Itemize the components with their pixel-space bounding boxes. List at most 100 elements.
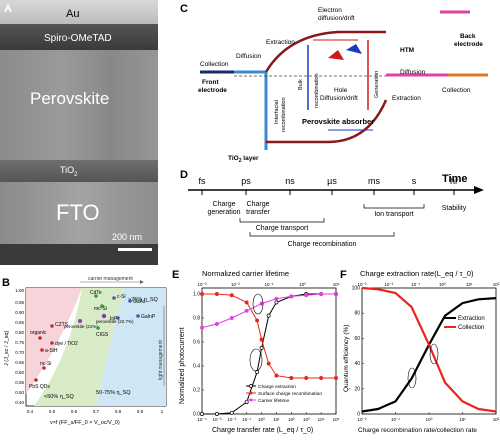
series-point-2 — [214, 322, 219, 326]
series-point-1 — [244, 300, 249, 305]
carrier-arrow-head — [140, 280, 144, 284]
panel-b-points: GaAs c-Si GaInP InP mc-Si perovskite (22… — [29, 290, 156, 390]
series-point-2 — [289, 294, 294, 299]
top-tick-label: 10⁻³ — [198, 282, 207, 287]
process-ion-transport: Ion transport — [374, 211, 413, 218]
series-point-2 — [244, 308, 249, 313]
series-point-1 — [214, 292, 219, 296]
point-label-organic: organic — [30, 330, 47, 336]
photon-icon-red — [328, 50, 344, 60]
band-diagram-panel: C Extraction Electron diffusion/drift HT… — [178, 0, 500, 165]
label-diffusion-right: Diffusion — [400, 69, 426, 76]
point-dye — [50, 341, 54, 345]
panel-b-ylabel: J (J_sc / J_sq) — [4, 330, 10, 366]
carrier-management-label: carrier management — [88, 276, 133, 282]
top-tick-label: 10⁻² — [384, 282, 393, 287]
top-tick-label: 10⁻¹ — [265, 282, 274, 287]
series-point-1 — [259, 337, 264, 342]
x-tick-label: 10⁻² — [227, 417, 236, 422]
label-absorber: Perovskite absorber — [302, 117, 374, 126]
panel-letter-e: E — [172, 269, 179, 281]
series-point-1 — [289, 376, 294, 380]
point-label-dye: dye / TiO2 — [55, 341, 78, 347]
label-collection-right: Collection — [442, 87, 471, 94]
x-tick-label: 10⁰ — [426, 417, 433, 422]
efficiency-map-panel: <50% η_SQ 50-75% η_SQ >75% η_SQ carrier … — [0, 276, 172, 436]
process-charge-transport: Charge transport — [256, 225, 309, 232]
top-tick-label: 10⁰ — [439, 282, 446, 287]
quantum-efficiency-svg: F Charge extraction rate(L_eq / τ_0) 0 20… — [340, 269, 500, 434]
point-label-mcsi: mc-Si — [94, 306, 107, 312]
process-charge-recombination: Charge recombination — [288, 241, 357, 248]
chart-e-title: Normalized carrier lifetime — [202, 269, 289, 278]
series-point-0 — [259, 346, 264, 350]
point-asih — [40, 348, 44, 352]
process-charge-generation: Charge — [213, 201, 236, 208]
x-tick-label: 10⁰ — [258, 417, 265, 422]
sem-image-panel: A Au Spiro-OMeTAD Perovskite TiO2 FTO 20… — [0, 0, 158, 265]
chart-f-title: Charge extraction rate(L_eq / τ_0) — [360, 269, 474, 278]
label-generation: Generation — [374, 71, 380, 98]
label-interfacial2: recombination — [281, 97, 287, 132]
y-tick-label: 80 — [354, 311, 360, 317]
chart-e-frame — [201, 287, 337, 415]
legend-surface-recombination: Surface charge recombination — [258, 391, 322, 397]
point-label-csi: c-Si — [117, 294, 126, 300]
label-tio2-layer: TiO2 layer — [228, 155, 259, 164]
tio2-label: TiO2 — [60, 165, 78, 178]
point-label-perov-227: perovskite (22.7%) — [96, 319, 134, 324]
series-point-2 — [304, 293, 309, 298]
tick-ps: ps — [241, 176, 251, 186]
panel-letter-f: F — [340, 269, 347, 281]
series-point-1 — [274, 373, 279, 378]
y-tick-label: 0.2 — [193, 388, 200, 394]
point-csi — [112, 296, 116, 300]
panel-letter-a: A — [4, 3, 12, 15]
region-label-mid: 50-75% η_SQ — [96, 390, 131, 396]
tick-ns: ns — [285, 176, 295, 186]
series-point-2 — [229, 316, 234, 320]
annotation-circle-top — [252, 293, 264, 315]
b-xtick: 0.5 — [49, 409, 56, 414]
point-label-perov-21: perovskite (21%) — [64, 324, 98, 329]
tick-us: µs — [327, 176, 337, 186]
annotation-circle-right — [429, 343, 439, 365]
series-point-2 — [200, 325, 204, 330]
b-ytick: 0.90 — [15, 310, 24, 315]
tick-ms: ms — [368, 176, 380, 186]
x-tick-label: 10⁻² — [358, 417, 367, 422]
chart-e-ylabel: Normalized photocurrent — [179, 327, 186, 404]
point-label-cdte: CdTe — [90, 290, 102, 296]
point-perov-227 — [101, 313, 107, 319]
top-tick-label: 10⁻³ — [358, 282, 367, 287]
x-tick-label: 10² — [493, 417, 500, 422]
label-back-electrode: Back — [460, 33, 476, 40]
scale-bar — [118, 248, 152, 251]
top-tick-label: 10¹ — [333, 282, 340, 287]
timeline-label: Time — [442, 173, 467, 185]
bracket-ion — [363, 204, 425, 209]
x-tick-label: 10¹ — [459, 417, 466, 422]
series-line-2 — [201, 293, 336, 329]
chart-e-legend: Charge extraction Surface charge recombi… — [246, 384, 322, 404]
point-label-czts: CZTS — [55, 322, 69, 328]
b-ytick: 1.00 — [15, 288, 24, 293]
x-tick-label: 10² — [288, 417, 295, 422]
perovskite-layer — [0, 50, 158, 160]
label-extraction-right: Extraction — [392, 95, 421, 102]
point-perov-21 — [78, 319, 82, 323]
x-tick-label: 10⁵ — [333, 417, 340, 422]
panel-b-xlabel: v×f (FF_s/FF_0 × V_oc/V_0) — [50, 420, 120, 426]
scale-bar-label: 200 nm — [112, 232, 143, 242]
y-tick-label: 0.8 — [193, 316, 200, 322]
label-bulk: Bulk — [298, 79, 304, 90]
y-tick-label: 1.0 — [193, 292, 200, 298]
label-back-electrode2: electrode — [454, 41, 483, 48]
point-organic — [38, 336, 42, 340]
label-interfacial: Interfacial — [274, 100, 280, 124]
au-label: Au — [66, 8, 80, 20]
y-tick-label: 0.4 — [193, 364, 200, 370]
region-label-low: <50% η_SQ — [44, 394, 75, 400]
legend-extraction: Extraction — [458, 316, 485, 322]
lifetime-chart-svg: E Normalized carrier lifetime 0.0 0.2 0.4 0… — [172, 269, 340, 434]
